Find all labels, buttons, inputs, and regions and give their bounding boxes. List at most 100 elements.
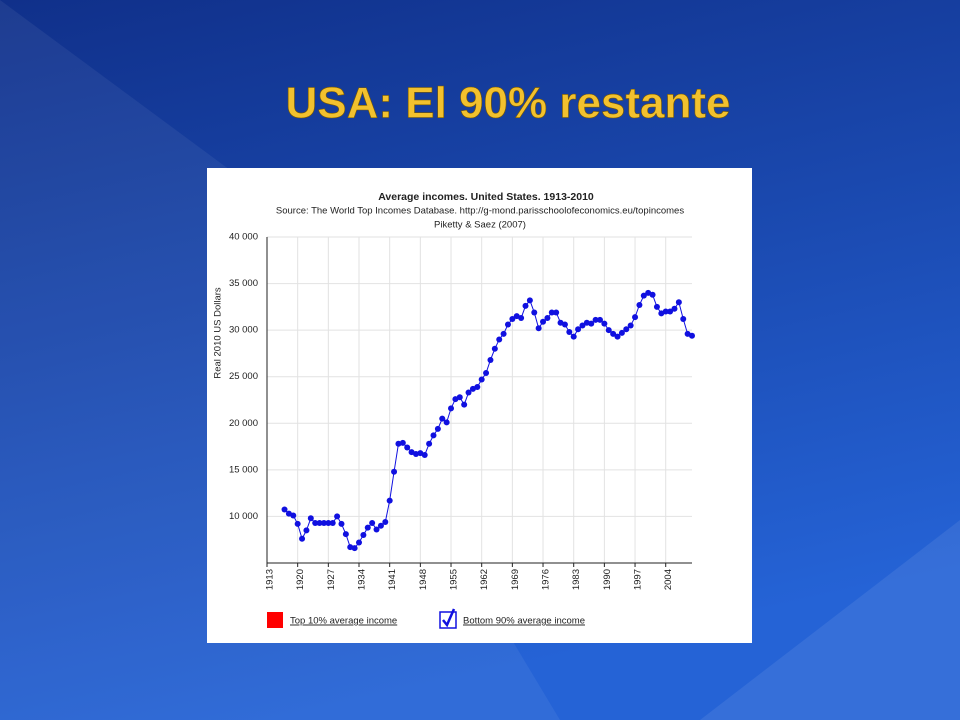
x-tick-label: 1927 [326,569,337,590]
data-point [443,419,450,426]
data-point [596,316,603,323]
chart-note: Piketty & Saez (2007) [434,220,526,231]
data-point [461,401,468,408]
x-tick-label: 1983 [571,569,582,590]
data-point [614,333,621,340]
chart-subtitle: Source: The World Top Incomes Database. … [276,206,684,217]
x-tick-label: 1955 [449,569,460,590]
data-point [307,515,314,522]
data-point [496,336,503,343]
data-point [649,291,656,298]
data-point [478,376,485,383]
data-point [356,539,363,546]
data-point [373,526,380,533]
data-point [632,314,639,321]
data-point [465,389,472,396]
data-point [364,524,371,531]
data-point [312,519,319,526]
data-point [504,321,511,328]
y-tick-label: 30 000 [229,325,258,336]
data-point [426,440,433,447]
data-point [299,535,306,542]
data-point [338,520,345,527]
x-tick-label: 1997 [633,569,644,590]
data-point [369,519,376,526]
y-tick-label: 35 000 [229,278,258,289]
data-point [653,303,660,310]
x-tick-label: 1990 [602,569,613,590]
data-point [526,297,533,304]
y-tick-label: 25 000 [229,371,258,382]
data-point [281,506,288,513]
data-point [689,332,695,339]
y-tick-label: 10 000 [229,511,258,522]
data-point [636,301,643,308]
data-point [605,327,612,334]
data-point [439,415,446,422]
slide-title: USA: El 90% restante [285,79,730,128]
data-point [671,305,678,312]
data-point [483,369,490,376]
data-point [303,527,310,534]
data-point [386,497,393,504]
chart-title: Average incomes. United States. 1913-201… [378,191,594,203]
data-point [456,394,463,401]
x-tick-label: 1913 [265,569,276,590]
data-point [518,315,525,322]
data-point [320,519,327,526]
data-point [531,309,538,316]
data-point [535,325,542,332]
y-tick-label: 40 000 [229,232,258,243]
data-point [290,512,297,519]
data-point [294,520,301,527]
data-point [391,468,398,475]
data-point [544,315,551,322]
y-axis-label: Real 2010 US Dollars [213,287,224,379]
legend-swatch[interactable] [267,612,283,628]
data-point [540,318,547,325]
data-point [421,451,428,458]
data-point [566,329,573,336]
data-point [680,315,687,322]
data-point [570,333,577,340]
data-point [522,302,529,309]
data-point [329,519,336,526]
x-tick-label: 1941 [387,569,398,590]
data-point [342,531,349,538]
data-point [553,309,560,316]
data-point [662,308,669,315]
x-tick-label: 1969 [510,569,521,590]
data-point [618,329,625,336]
data-point [601,320,608,327]
legend-check [442,608,456,628]
data-point [579,322,586,329]
y-tick-label: 15 000 [229,464,258,475]
data-point [588,320,595,327]
x-tick-label: 1920 [295,569,306,590]
data-point [575,326,582,333]
data-point [667,308,674,315]
legend-label[interactable]: Bottom 90% average income [463,616,585,627]
data-point [474,383,481,390]
data-point [561,321,568,328]
data-point [592,316,599,323]
legend-label[interactable]: Top 10% average income [290,616,397,627]
data-point [351,545,358,552]
data-point [434,425,441,432]
x-tick-label: 1948 [418,569,429,590]
data-point [509,315,516,322]
data-point [360,532,367,539]
data-point [377,522,384,529]
data-point [399,439,406,446]
data-point [334,513,341,520]
x-tick-label: 1976 [541,569,552,590]
data-point [627,322,634,329]
data-point [548,309,555,316]
y-tick-label: 20 000 [229,418,258,429]
data-point [382,519,389,526]
data-point [316,519,323,526]
data-point [448,405,455,412]
data-point [610,330,617,337]
data-point [491,345,498,352]
